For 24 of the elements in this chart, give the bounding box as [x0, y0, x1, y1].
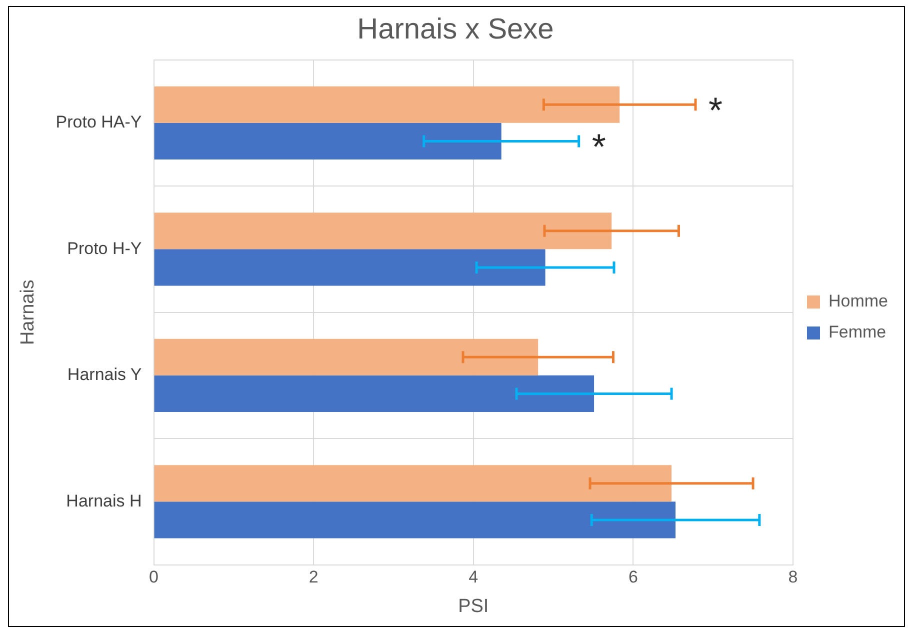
y-tick-label: Proto H-Y	[67, 238, 142, 258]
bar	[154, 338, 538, 376]
y-tick-label: Harnais Y	[67, 365, 142, 384]
legend-label: Femme	[828, 322, 886, 342]
annotation: *	[592, 126, 606, 168]
x-tick-label: 6	[628, 568, 638, 587]
bar	[154, 465, 672, 502]
x-tick-label: 2	[308, 568, 318, 587]
bar	[154, 249, 546, 286]
x-tick-label: 8	[788, 568, 798, 587]
bar	[154, 212, 612, 250]
bar	[154, 86, 620, 123]
x-tick-label: 0	[149, 568, 159, 587]
bar	[154, 502, 676, 538]
bar	[154, 122, 502, 160]
annotation: *	[708, 90, 723, 131]
y-axis-title: Harnais	[18, 280, 39, 346]
legend-label: Homme	[828, 292, 888, 311]
chart-title: Harnais x Sexe	[357, 13, 554, 46]
x-axis-title: PSI	[458, 596, 489, 617]
x-tick-label: 4	[468, 568, 478, 587]
bar	[154, 375, 594, 412]
y-tick-label: Proto HA-Y	[56, 112, 142, 132]
y-tick-label: Harnais H	[66, 491, 142, 510]
